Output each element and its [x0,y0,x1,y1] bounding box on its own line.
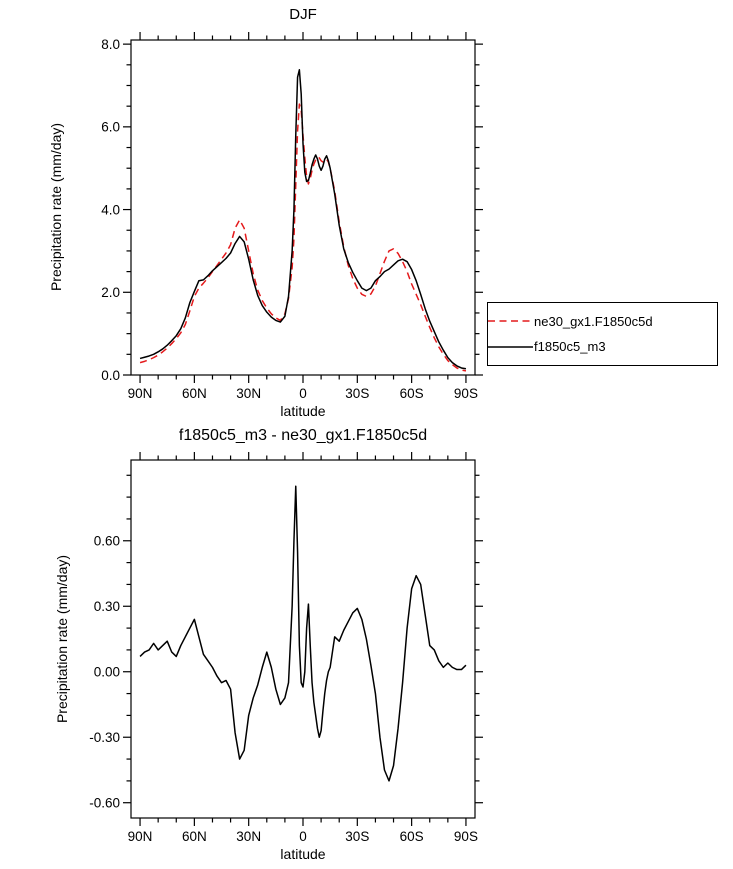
series-line-ne30-gx1-F1850c5d [139,103,467,372]
y-tick-label: 0.60 [94,534,120,549]
x-tick-label: 90S [454,386,478,401]
x-tick-label: 60S [400,829,424,844]
y-tick-label: -0.60 [89,796,120,811]
x-tick-label: 30S [345,386,369,401]
legend-dashed-line-sample [488,320,533,322]
x-tick-label: 90S [454,829,478,844]
series-line-f1850c5-m3-ne30-gx1-F1850c5d [139,485,467,782]
x-tick-label: 0 [299,386,307,401]
y-tick-label: 2.0 [101,285,120,300]
chart-1: 90N 60N 30N 0 30S 60S 90S -0.60 -0.30 0.00 0.30 0.6… [89,452,483,844]
bottom-chart-x-axis-label: latitude [280,846,326,862]
x-tick-label: 90N [128,386,153,401]
x-tick-label: 60N [182,829,207,844]
legend-solid-line-sample [488,346,533,348]
x-tick-label: 90N [128,829,153,844]
y-tick-label: 0.00 [94,665,120,680]
y-tick-label: -0.30 [89,730,120,745]
chart-0: 90N 60N 30N 0 30S 60S 90S 0.0 2.0 4.0 6.0 8.0 [101,32,483,401]
top-chart-title: DJF [289,6,317,23]
x-tick-label: 30N [236,829,261,844]
y-tick-label: 0.30 [94,599,120,614]
top-chart-y-axis-label: Precipitation rate (mm/day) [48,122,64,292]
x-tick-label: 60S [400,386,424,401]
legend-entry-f1850c5-m3: f1850c5_m3 [488,339,717,354]
legend-label-f1850c5-m3: f1850c5_m3 [534,339,606,355]
y-tick-label: 6.0 [101,120,120,135]
bottom-chart-title: f1850c5_m3 - ne30_gx1.F1850c5d [178,427,428,444]
x-tick-label: 60N [182,386,207,401]
plot-frame [130,459,476,819]
y-tick-label: 4.0 [101,202,120,217]
bottom-chart-y-axis-label: Precipitation rate (mm/day) [54,554,70,724]
x-tick-label: 30N [236,386,261,401]
top-chart-x-axis-label: latitude [280,403,326,419]
y-tick-label: 8.0 [101,37,120,52]
y-tick-label: 0.0 [101,368,120,383]
legend: ne30_gx1.F1850c5d f1850c5_m3 [487,302,718,366]
series-line-f1850c5-m3 [139,69,467,370]
x-tick-label: 30S [345,829,369,844]
legend-label-ne30: ne30_gx1.F1850c5d [534,313,653,329]
legend-entry-ne30: ne30_gx1.F1850c5d [488,314,717,329]
x-tick-label: 0 [299,829,307,844]
